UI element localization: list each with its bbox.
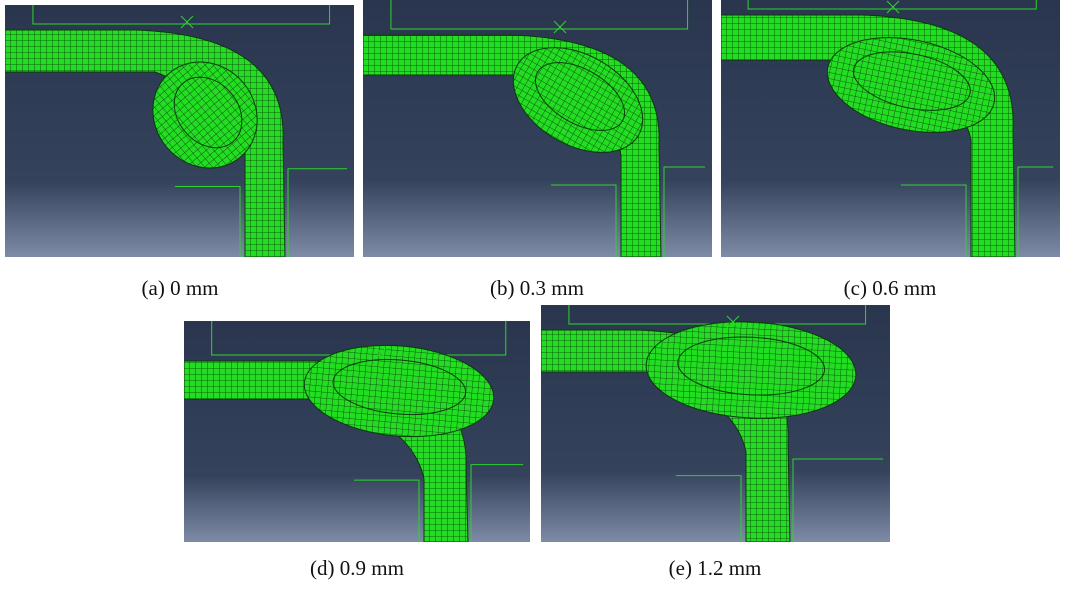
simulation-panel bbox=[184, 321, 530, 542]
caption: (e) 1.2 mm bbox=[669, 556, 762, 581]
caption: (b) 0.3 mm bbox=[490, 276, 584, 301]
simulation-panel bbox=[721, 0, 1060, 257]
simulation-panel bbox=[363, 0, 712, 257]
simulation-panel bbox=[5, 5, 354, 257]
simulation-panel bbox=[541, 305, 890, 542]
caption: (c) 0.6 mm bbox=[844, 276, 937, 301]
caption: (d) 0.9 mm bbox=[310, 556, 404, 581]
caption: (a) 0 mm bbox=[142, 276, 219, 301]
figure: (a) 0 mm (b) 0.3 mm (c) 0.6 mm (d) 0.9 m… bbox=[0, 0, 1065, 590]
